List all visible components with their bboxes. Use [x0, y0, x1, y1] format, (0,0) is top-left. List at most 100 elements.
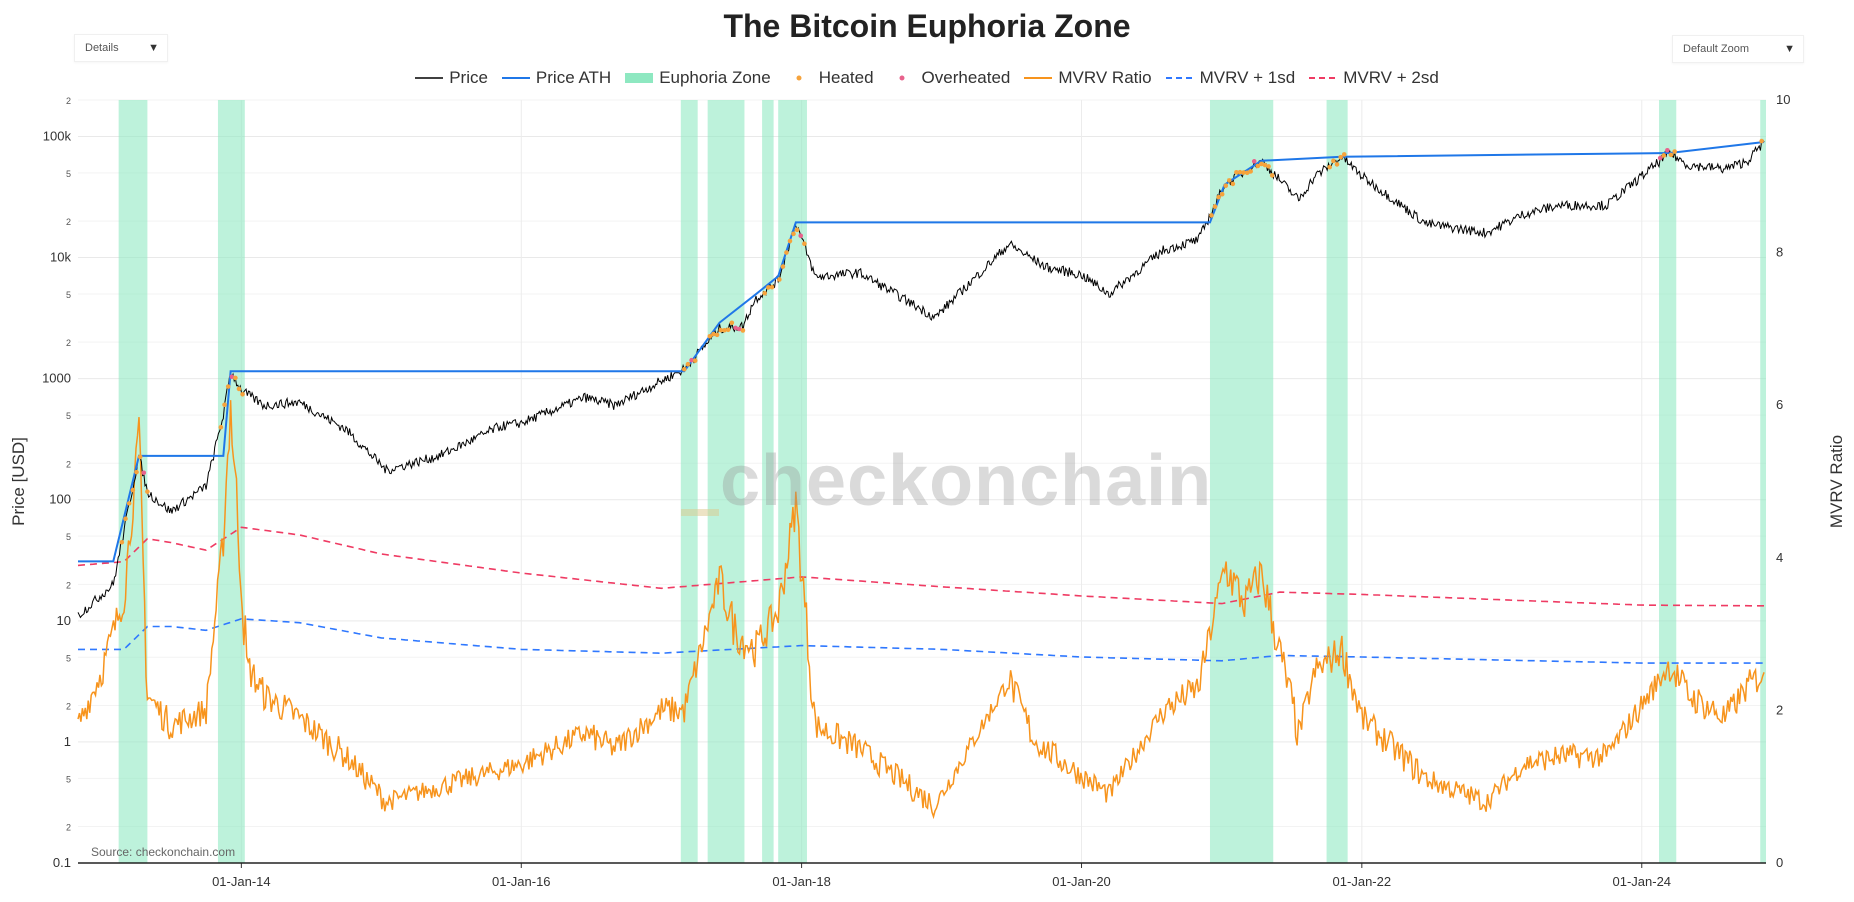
- heated-marker: [1661, 153, 1667, 158]
- heated-marker: [780, 264, 786, 269]
- heated-marker: [1223, 183, 1229, 188]
- legend-swatch-price: [415, 77, 444, 79]
- heated-marker: [777, 277, 782, 282]
- x-tick-label: 01-Jan-22: [1333, 874, 1392, 889]
- heated-marker: [714, 332, 720, 338]
- euphoria-zone: [217, 100, 245, 863]
- heated-marker: [740, 328, 746, 333]
- heated-marker: [1216, 194, 1221, 200]
- heated-marker: [130, 487, 136, 493]
- legend-item-mvrv-ratio[interactable]: MVRV Ratio: [1024, 68, 1152, 88]
- heated-marker: [222, 402, 227, 408]
- heated-marker: [1248, 169, 1253, 174]
- overheated-marker: [798, 233, 804, 239]
- euphoria-zone: [778, 100, 807, 863]
- y-tick-label: 2: [66, 96, 71, 106]
- y-tick-label: 0.1: [53, 855, 71, 870]
- legend-swatch-mvrv-2sd: [1309, 77, 1338, 79]
- y2-tick-label: 8: [1776, 245, 1783, 260]
- legend-label: MVRV + 2sd: [1343, 68, 1439, 87]
- legend-item-price-ath[interactable]: Price ATH: [501, 68, 611, 88]
- heated-marker: [1331, 158, 1336, 164]
- heated-marker: [762, 290, 767, 296]
- heated-marker: [1219, 191, 1225, 197]
- euphoria-zone: [1760, 100, 1766, 863]
- watermark: checkonchain: [720, 441, 1213, 521]
- heated-marker: [1237, 169, 1243, 175]
- heated-marker: [236, 386, 242, 392]
- legend-item-overheated[interactable]: Overheated: [888, 68, 1010, 88]
- legend-item-euphoria-zone[interactable]: Euphoria Zone: [625, 68, 771, 88]
- heated-marker: [794, 227, 800, 233]
- y-tick-label: 100k: [43, 128, 72, 143]
- euphoria-zone: [707, 100, 745, 863]
- heated-marker: [787, 238, 793, 244]
- series-mvrv-ratio: [77, 400, 1765, 820]
- zoom-dropdown[interactable]: Default Zoom ▼: [1672, 35, 1804, 63]
- x-tick-label: 01-Jan-14: [212, 874, 271, 889]
- chevron-down-icon: ▼: [1784, 43, 1795, 55]
- legend-item-price[interactable]: Price: [415, 68, 488, 88]
- legend-swatch-euphoria-zone: [625, 73, 654, 83]
- y-tick-label: 100: [49, 492, 71, 507]
- y-tick-label: 2: [66, 217, 71, 227]
- legend-swatch-heated: [796, 75, 802, 81]
- heated-marker: [766, 285, 771, 290]
- euphoria-zone: [1326, 100, 1348, 863]
- y-tick-label: 5: [66, 411, 71, 421]
- legend-item-mvrv-1sd[interactable]: MVRV + 1sd: [1165, 68, 1295, 88]
- heated-marker: [1259, 161, 1264, 167]
- series-lines: [77, 138, 1767, 820]
- details-dropdown[interactable]: Details ▼: [74, 34, 168, 62]
- source-note: Source: checkonchain.com: [91, 845, 236, 859]
- heated-marker: [145, 489, 150, 494]
- heated-marker: [1241, 170, 1246, 175]
- heated-marker: [218, 424, 224, 430]
- y-tick-label: 1000: [42, 371, 71, 386]
- legend-swatch-overheated: [899, 75, 905, 81]
- chevron-down-icon: ▼: [148, 42, 159, 54]
- axes: 0.12512510251002510002510k25100k201-Jan-…: [42, 92, 1790, 889]
- overheated-marker: [733, 325, 738, 331]
- series-price: [77, 139, 1765, 619]
- y-tick-label: 5: [66, 169, 71, 179]
- heated-marker: [707, 333, 713, 339]
- heated-marker: [685, 361, 691, 367]
- heated-marker: [123, 516, 128, 522]
- series-mvrv-2sd: [77, 526, 1767, 607]
- heated-marker: [126, 501, 132, 506]
- x-tick-label: 01-Jan-20: [1052, 874, 1111, 889]
- heated-marker: [1227, 178, 1232, 183]
- x-tick-label: 01-Jan-24: [1612, 874, 1671, 889]
- euphoria-zone: [762, 100, 774, 863]
- legend-swatch-mvrv-ratio: [1024, 77, 1053, 79]
- heated-marker: [769, 284, 775, 290]
- zoom-dropdown-label: Default Zoom: [1683, 43, 1750, 55]
- heated-marker: [1668, 152, 1674, 158]
- y-tick-label: 5: [66, 653, 71, 663]
- y-tick-label: 2: [66, 459, 71, 469]
- y-tick-label: 5: [66, 290, 71, 300]
- x-tick-label: 01-Jan-18: [772, 874, 831, 889]
- legend-item-heated[interactable]: Heated: [785, 68, 874, 88]
- heated-marker: [1212, 204, 1218, 209]
- euphoria-zone: [1209, 100, 1274, 863]
- legend-swatch-mvrv-1sd: [1165, 77, 1194, 79]
- legend-label: MVRV Ratio: [1058, 68, 1152, 87]
- heated-marker: [134, 469, 139, 475]
- heated-marker: [1266, 164, 1271, 169]
- legend-item-mvrv-2sd[interactable]: MVRV + 2sd: [1309, 68, 1439, 88]
- y-tick-label: 1: [64, 734, 71, 749]
- heated-marker: [1334, 162, 1340, 167]
- heated-marker: [137, 454, 143, 460]
- heated-marker: [1262, 162, 1268, 168]
- y-tick-label: 10: [57, 613, 71, 628]
- heated-marker: [802, 241, 807, 247]
- y2-tick-label: 4: [1776, 550, 1783, 565]
- legend-label: Price: [449, 68, 488, 87]
- y2-tick-label: 10: [1776, 92, 1790, 107]
- legend-swatch-price-ath: [501, 77, 530, 79]
- heated-marker: [725, 327, 731, 333]
- heated-marker: [225, 384, 231, 389]
- heated-marker: [1672, 149, 1677, 154]
